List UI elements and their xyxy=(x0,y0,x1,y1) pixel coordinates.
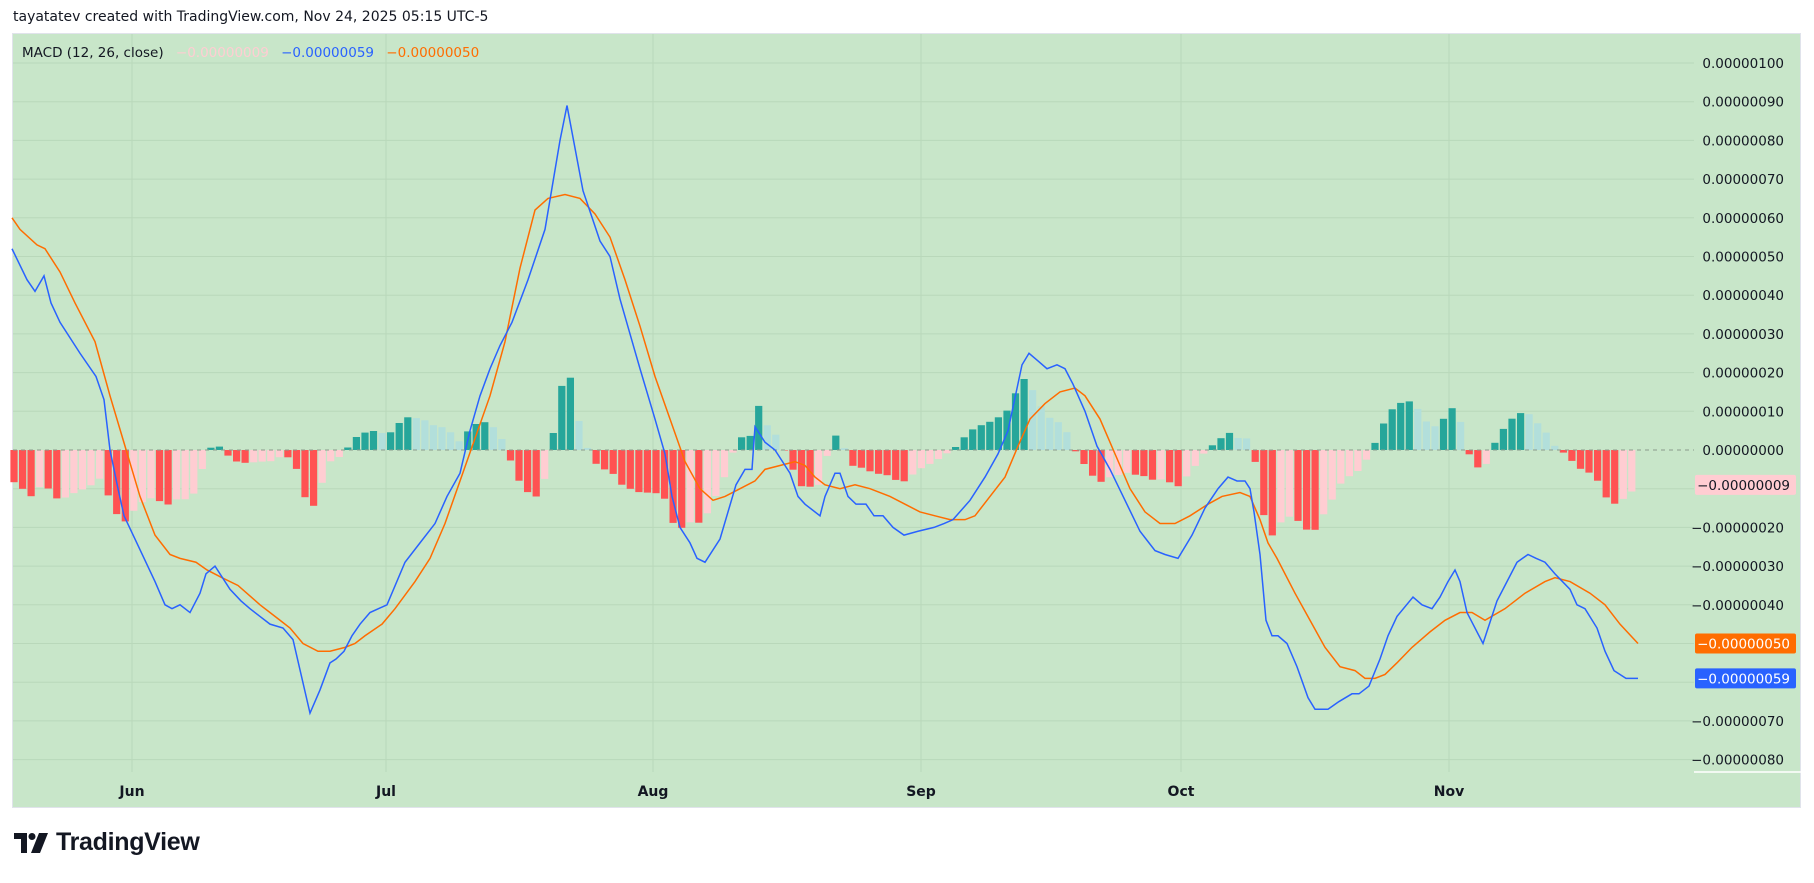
price-axis-label: 0.00000060 xyxy=(1702,211,1784,227)
indicator-legend[interactable]: MACD (12, 26, close) −0.00000009 −0.0000… xyxy=(22,45,487,61)
price-axis-label: 0.00000090 xyxy=(1702,95,1784,111)
time-axis-label: Sep xyxy=(906,784,936,800)
price-axis-label: 0.00000080 xyxy=(1702,133,1784,149)
price-axis-label: 0.00000070 xyxy=(1702,172,1784,188)
tradingview-logo-text: TradingView xyxy=(56,828,200,856)
price-axis-label: −0.00000080 xyxy=(1691,753,1784,769)
signal-price-badge: −0.00000050 xyxy=(1695,633,1796,654)
time-axis[interactable]: Jun Jul Aug Sep Oct Nov xyxy=(118,784,1464,800)
svg-text:−0.00000059: −0.00000059 xyxy=(1697,671,1790,687)
price-axis-label: 0.00000000 xyxy=(1702,443,1784,459)
macd-line xyxy=(11,105,1638,716)
time-axis-label: Jun xyxy=(118,784,144,800)
chart-pane[interactable] xyxy=(12,33,1801,808)
histogram-price-badge: −0.00000009 xyxy=(1695,474,1796,495)
svg-text:−0.00000050: −0.00000050 xyxy=(1697,637,1790,653)
attribution-text: tayatatev created with TradingView.com, … xyxy=(13,9,489,25)
time-axis-label: Oct xyxy=(1168,784,1195,800)
price-axis-label: 0.00000030 xyxy=(1702,327,1784,343)
indicator-title: MACD (12, 26, close) xyxy=(22,45,164,61)
price-axis-label: −0.00000070 xyxy=(1691,714,1784,730)
tradingview-logo[interactable]: TradingView xyxy=(14,828,200,857)
grid-lines xyxy=(13,34,1694,772)
time-axis-label: Aug xyxy=(638,784,669,800)
signal-value: −0.00000050 xyxy=(386,45,480,61)
price-badges: −0.00000009 −0.00000050 −0.00000059 xyxy=(1695,474,1796,689)
signal-line xyxy=(11,193,1639,680)
histogram-value: −0.00000009 xyxy=(175,45,269,61)
price-axis-label: −0.00000030 xyxy=(1691,559,1784,575)
price-axis-label: 0.00000040 xyxy=(1702,288,1784,304)
price-axis-label: 0.00000050 xyxy=(1702,250,1784,266)
price-axis-label: −0.00000040 xyxy=(1691,598,1784,614)
macd-price-badge: −0.00000059 xyxy=(1695,668,1796,689)
price-axis-label: 0.00000020 xyxy=(1702,366,1784,382)
time-axis-label: Nov xyxy=(1434,784,1464,800)
histogram-bars xyxy=(10,377,1636,536)
price-axis-label: 0.00000010 xyxy=(1702,404,1784,420)
tradingview-logo-icon xyxy=(14,832,48,853)
price-axis[interactable]: 0.00000100 0.00000090 0.00000080 0.00000070… xyxy=(1691,56,1801,773)
price-axis-label: 0.00000100 xyxy=(1702,56,1784,72)
price-axis-label: −0.00000020 xyxy=(1691,520,1784,536)
time-axis-label: Jul xyxy=(375,784,396,800)
macd-value: −0.00000059 xyxy=(281,45,374,61)
svg-text:−0.00000009: −0.00000009 xyxy=(1697,478,1790,494)
